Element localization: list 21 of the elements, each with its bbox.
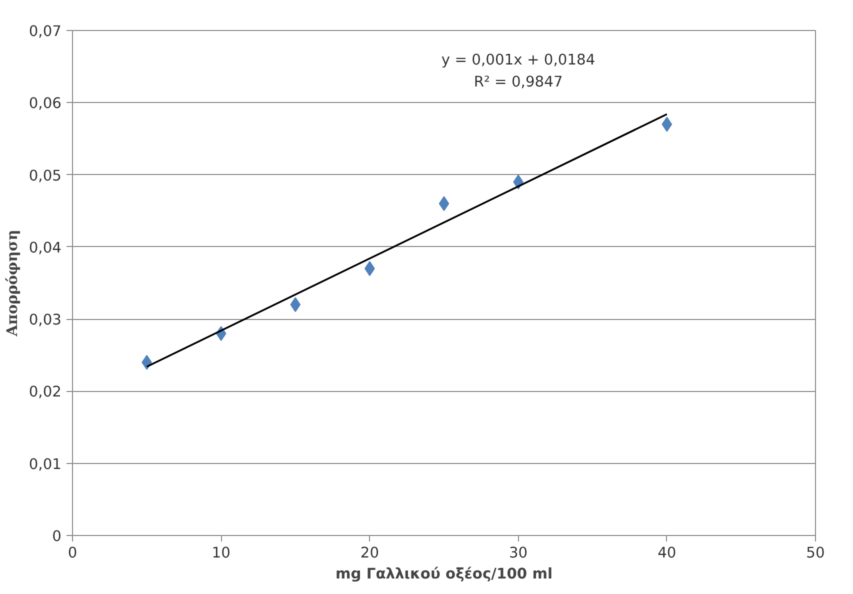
y-axis-title: Απορρόφηση [4, 230, 21, 338]
y-tick-label: 0,07 [28, 23, 62, 40]
point [662, 116, 672, 132]
y-tick-label: 0,04 [28, 239, 62, 256]
y-tick-label: 0 [52, 528, 62, 545]
y-tick-label: 0,02 [28, 384, 62, 401]
y-tick-label: 0,01 [28, 456, 62, 473]
x-tick-label: 0 [68, 544, 78, 562]
y-tick-label: 0,05 [28, 167, 62, 184]
y-tick-label: 0,03 [28, 312, 62, 329]
x-tick-label: 40 [658, 544, 676, 562]
point [438, 196, 450, 212]
annotation: R² = 0,9847 [474, 74, 563, 90]
x-tick-label: 30 [508, 544, 528, 562]
point [290, 297, 301, 312]
y-tick-label: 0,06 [28, 95, 62, 112]
x-tick-label: 50 [806, 544, 825, 562]
x-tick-label: 10 [212, 544, 230, 562]
x-axis-title: mg Γαλλικού οξέος/100 ml [336, 566, 553, 582]
x-tick-label: 20 [360, 544, 380, 562]
annotation: y = 0,001x + 0,0184 [441, 52, 596, 68]
